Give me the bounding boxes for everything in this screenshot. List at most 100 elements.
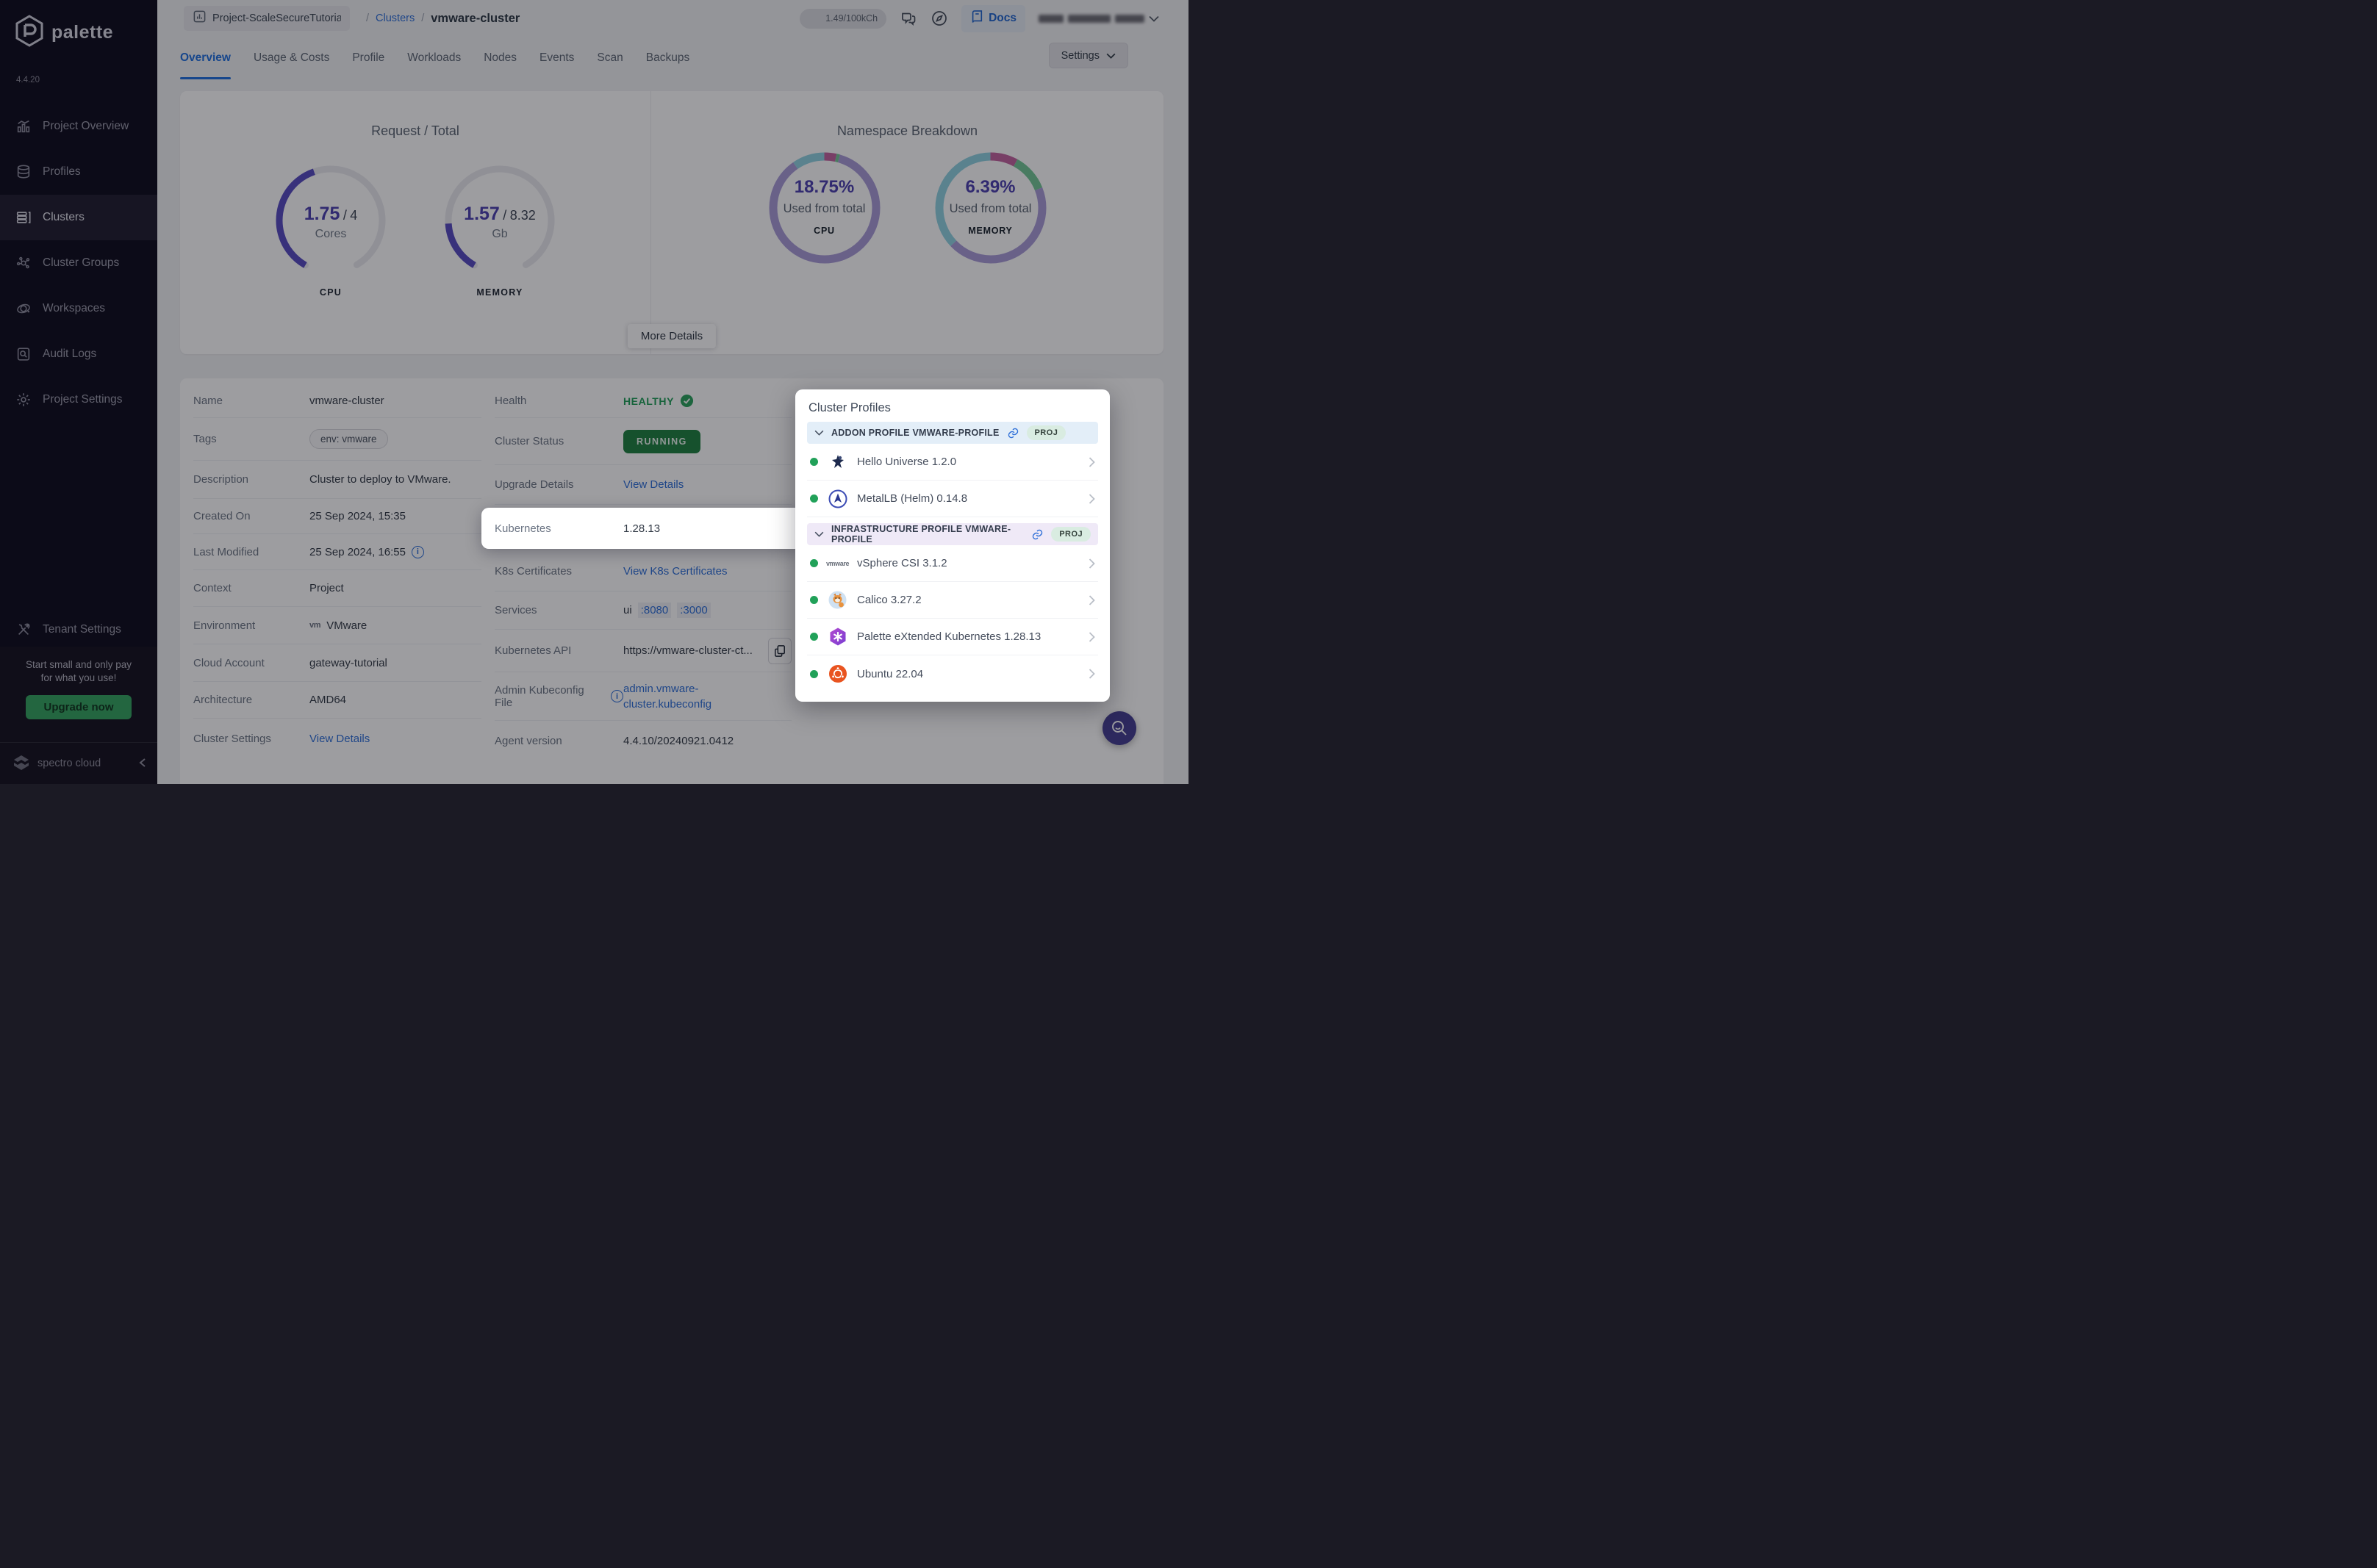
compass-icon[interactable] [931, 10, 948, 27]
details-left-column: Name vmware-cluster Tags env: vmware Des… [193, 384, 481, 758]
kubernetes-version: 1.28.13 [623, 522, 661, 535]
project-selector[interactable]: Project-ScaleSecureTutoria [184, 6, 350, 31]
tab-usage-costs[interactable]: Usage & Costs [253, 51, 330, 64]
chevron-right-icon [1089, 558, 1095, 569]
service-port-link[interactable]: :3000 [677, 603, 711, 618]
addon-profile-header[interactable]: ADDON PROFILE VMWARE-PROFILE PROJ [807, 422, 1098, 444]
sidebar-item-clusters[interactable]: Clusters [0, 195, 157, 240]
memory-used-caption: Used from total [949, 202, 1032, 215]
sidebar-item-audit-logs[interactable]: Audit Logs [0, 331, 157, 377]
detail-row-health: Health HEALTHY [495, 384, 792, 418]
fraction-sep: / [503, 208, 507, 223]
tab-overview[interactable]: Overview [180, 37, 231, 79]
sidebar-item-label: Tenant Settings [43, 623, 121, 636]
memory-request-value: 1.57 [464, 204, 500, 224]
cpu-gauge: 1.75 / 4 Cores CPU [261, 158, 401, 298]
palette-logo-icon [15, 15, 44, 51]
breadcrumb-clusters-link[interactable]: Clusters [376, 12, 415, 24]
view-details-link[interactable]: View Details [309, 732, 370, 745]
detail-value: 25 Sep 2024, 15:35 [309, 510, 406, 522]
tab-nodes[interactable]: Nodes [484, 51, 517, 64]
more-details-button[interactable]: More Details [627, 324, 717, 348]
service-name: ui [623, 604, 632, 616]
cpu-used-percent: 18.75% [794, 177, 855, 197]
detail-value: AMD64 [309, 694, 347, 706]
health-status: HEALTHY [623, 395, 674, 407]
detail-row-kubernetes: Kubernetes 1.28.13 [481, 508, 802, 549]
tab-workloads[interactable]: Workloads [407, 51, 462, 64]
upgrade-now-button[interactable]: Upgrade now [26, 695, 132, 719]
detail-row-description: Description Cluster to deploy to VMware. [193, 461, 481, 499]
pxk-icon [828, 627, 847, 647]
user-account-menu[interactable] [1039, 14, 1159, 23]
detail-row-services: Services ui :8080 :3000 [495, 591, 792, 630]
profile-layer-hello-universe[interactable]: Hello Universe 1.2.0 [807, 444, 1098, 481]
docs-label: Docs [989, 12, 1017, 24]
cluster-profiles-title: Cluster Profiles [809, 401, 891, 414]
sidebar-item-cluster-groups[interactable]: Cluster Groups [0, 240, 157, 286]
sidebar-item-project-overview[interactable]: Project Overview [0, 104, 157, 149]
info-icon[interactable]: i [611, 690, 623, 702]
detail-row-tags: Tags env: vmware [193, 418, 481, 461]
sidebar-item-tenant-settings[interactable]: Tenant Settings [0, 607, 157, 652]
bar-chart-icon [15, 118, 32, 134]
profile-layer-vsphere-csi[interactable]: vmware vSphere CSI 3.1.2 [807, 545, 1098, 582]
detail-label: Health [495, 395, 527, 407]
hello-universe-icon [828, 452, 847, 472]
info-icon[interactable]: i [411, 545, 424, 558]
detail-label: Cluster Status [495, 435, 564, 447]
memory-donut-label: MEMORY [968, 226, 1013, 236]
settings-label: Settings [1061, 49, 1100, 62]
settings-button[interactable]: Settings [1048, 43, 1128, 68]
chevron-down-icon [814, 430, 824, 436]
detail-row-k8s-certificates: K8s Certificates View K8s Certificates [495, 552, 792, 591]
chevron-down-icon [1149, 15, 1159, 22]
detail-label: Created On [193, 510, 251, 522]
tab-profile[interactable]: Profile [352, 51, 385, 64]
infrastructure-profile-header[interactable]: INFRASTRUCTURE PROFILE VMWARE-PROFILE PR… [807, 523, 1098, 545]
tab-events[interactable]: Events [539, 51, 575, 64]
breadcrumb-divider: / [366, 12, 370, 24]
namespace-breakdown-title: Namespace Breakdown [836, 123, 978, 138]
usage-meter-pill[interactable]: 1.49/100kCh [800, 8, 887, 29]
link-icon [1007, 427, 1019, 439]
detail-row-last-modified: Last Modified 25 Sep 2024, 16:55 i [193, 534, 481, 570]
profile-layer-calico[interactable]: Calico 3.27.2 [807, 582, 1098, 619]
status-dot-icon [810, 669, 818, 678]
chevron-right-icon [1089, 631, 1095, 642]
detail-label: Name [193, 395, 223, 407]
profile-layer-metallb[interactable]: MetalLB (Helm) 0.14.8 [807, 481, 1098, 517]
chevron-right-icon [1089, 493, 1095, 504]
sidebar-item-profiles[interactable]: Profiles [0, 149, 157, 195]
chevron-down-icon [814, 531, 824, 537]
tab-scan[interactable]: Scan [597, 51, 623, 64]
search-fab-button[interactable] [1103, 711, 1136, 745]
chat-icon[interactable] [900, 10, 917, 27]
app-version: 4.4.20 [16, 76, 40, 84]
view-details-link[interactable]: View Details [623, 478, 684, 491]
scope-badge: PROJ [1026, 425, 1066, 440]
sidebar-item-label: Audit Logs [43, 348, 97, 360]
docs-button[interactable]: Docs [961, 4, 1025, 32]
sidebar-item-label: Project Overview [43, 120, 129, 132]
copy-icon[interactable] [768, 637, 792, 664]
detail-row-created-on: Created On 25 Sep 2024, 15:35 [193, 499, 481, 534]
kubeconfig-download-link[interactable]: admin.vmware-cluster.kubeconfig [623, 682, 712, 711]
detail-row-agent-version: Agent version 4.4.10/20240921.0412 [495, 721, 792, 760]
gear-icon [15, 392, 32, 408]
sidebar-item-workspaces[interactable]: Workspaces [0, 286, 157, 331]
view-k8s-certificates-link[interactable]: View K8s Certificates [623, 565, 728, 578]
detail-row-kubernetes-api: Kubernetes API https://vmware-cluster-ct… [495, 630, 792, 672]
status-dot-icon [810, 559, 818, 567]
collapse-sidebar-icon[interactable] [138, 756, 147, 772]
profile-layer-ubuntu[interactable]: Ubuntu 22.04 [807, 655, 1098, 692]
tab-backups[interactable]: Backups [645, 51, 690, 64]
kubernetes-api-url: https://vmware-cluster-ct... [623, 644, 753, 657]
cpu-used-caption: Used from total [783, 202, 866, 215]
search-icon [1112, 721, 1127, 736]
profile-layer-palette-extended-kubernetes[interactable]: Palette eXtended Kubernetes 1.28.13 [807, 619, 1098, 655]
detail-value: 25 Sep 2024, 16:55 [309, 545, 406, 558]
service-port-link[interactable]: :8080 [637, 603, 672, 618]
sidebar-item-project-settings[interactable]: Project Settings [0, 377, 157, 422]
masked-text [1039, 14, 1064, 23]
